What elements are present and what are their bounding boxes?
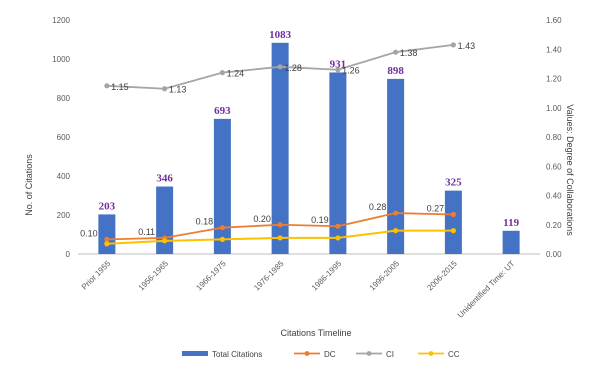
bar: [271, 42, 289, 254]
y-tick-label: 1200: [52, 16, 70, 25]
x-tick-label: 1956-1965: [137, 259, 171, 293]
y2-tick-label: 1.20: [546, 75, 562, 84]
line-data-label: 0.18: [196, 217, 214, 227]
legend-swatch: [182, 351, 208, 356]
data-point-cc: [450, 228, 456, 234]
y2-tick-label: 0.00: [546, 250, 562, 259]
bar: [444, 190, 462, 254]
category-labels: Prior 1955 1956-1965 1966-1975 1976-1985 198…: [80, 259, 517, 320]
y-tick-label: 0: [66, 250, 71, 259]
y-axis-title: No. of Citations: [24, 154, 34, 216]
bar: [98, 214, 116, 254]
data-point-dc: [277, 222, 283, 228]
data-point-cc: [162, 238, 168, 244]
x-tick-label: 2006-2015: [425, 259, 459, 293]
legend-label: Total Citations: [212, 350, 262, 359]
legend-label: DC: [324, 350, 336, 359]
y2-tick-label: 0.40: [546, 192, 562, 201]
legend-label: CC: [448, 350, 460, 359]
bar: [387, 78, 405, 254]
data-point-cc: [104, 241, 110, 247]
y2-tick-label: 0.20: [546, 221, 562, 230]
line-data-label: 1.26: [342, 66, 360, 76]
line-data-label: 0.19: [311, 215, 329, 225]
y2-tick-label: 0.80: [546, 133, 562, 142]
data-point-ci: [162, 86, 168, 92]
bars: [98, 42, 520, 255]
data-point-ci: [393, 49, 399, 55]
right-axis-ticks: 0.00 0.20 0.40 0.60 0.80 1.00 1.20 1.40 1.60: [546, 16, 562, 259]
line-data-label: 0.28: [369, 202, 387, 212]
line-data-label: 0.27: [427, 204, 445, 214]
bar-data-label: 1083: [269, 29, 292, 41]
bar-data-label: 693: [214, 105, 231, 117]
bar-data-label: 203: [99, 200, 116, 212]
data-point-dc: [104, 236, 110, 242]
bar-data-label: 898: [387, 65, 404, 77]
legend-swatch-marker: [304, 351, 310, 356]
data-point-dc: [393, 210, 399, 216]
y2-tick-label: 1.40: [546, 45, 562, 54]
bar: [502, 230, 520, 254]
x-tick-label: 1966-1975: [194, 259, 228, 293]
data-point-cc: [393, 228, 399, 234]
line-data-label: 1.43: [458, 41, 476, 51]
bar-data-label: 931: [330, 58, 347, 70]
y-tick-label: 600: [57, 133, 71, 142]
x-tick-label: 1996-2005: [368, 259, 402, 293]
data-point-ci: [450, 42, 456, 48]
legend-swatch-marker: [428, 351, 434, 356]
data-point-ci: [104, 83, 110, 89]
legend-item-dc: DC: [294, 350, 336, 359]
x-tick-label: Unidentified Time: UT: [456, 259, 517, 320]
legend-item-cc: CC: [418, 350, 460, 359]
y2-tick-label: 0.60: [546, 162, 562, 171]
y2-tick-label: 1.60: [546, 16, 562, 25]
data-point-ci: [335, 67, 341, 73]
line-data-label: 1.15: [111, 82, 129, 92]
bar-data-label: 346: [156, 173, 173, 185]
y2-tick-label: 1.00: [546, 104, 562, 113]
lines: [104, 42, 456, 247]
legend-label: CI: [386, 350, 394, 359]
line-data-label: 1.38: [400, 48, 418, 58]
y-tick-label: 200: [57, 211, 71, 220]
bar-data-label: 119: [503, 217, 519, 229]
bar: [156, 186, 174, 254]
data-point-cc: [219, 236, 225, 242]
data-point-cc: [277, 235, 283, 241]
bar: [213, 118, 231, 255]
legend: Total Citations DC CI CC: [182, 350, 460, 359]
y-tick-label: 400: [57, 172, 71, 181]
x-axis-title: Citations Timeline: [280, 328, 351, 338]
line-data-label: 1.13: [169, 85, 187, 95]
x-tick-label: 1986-1995: [310, 259, 344, 293]
line-data-label: 1.24: [227, 69, 245, 79]
line-labels: 0.10 0.11 0.18 0.20 0.19 0.28 0.27 1.15 1.13 1.24…: [80, 41, 475, 239]
x-tick-label: Prior 1955: [80, 259, 113, 292]
bar-labels: 203 346 693 1083 931 898 325 119: [99, 29, 520, 229]
y-tick-label: 1000: [52, 55, 70, 64]
line-data-label: 0.20: [253, 214, 271, 224]
data-point-cc: [335, 235, 341, 241]
data-point-ci: [219, 70, 225, 76]
bar-data-label: 325: [445, 177, 462, 189]
legend-swatch-marker: [366, 351, 372, 356]
data-point-dc: [335, 223, 341, 229]
line-data-label: 1.28: [284, 63, 302, 73]
bar: [329, 72, 347, 254]
line-data-label: 0.10: [80, 228, 98, 238]
data-point-dc: [450, 211, 456, 218]
y-tick-label: 800: [57, 94, 71, 103]
legend-item-total-citations: Total Citations: [182, 350, 262, 359]
data-point-dc: [219, 225, 225, 231]
y2-axis-title: Values: Degree of Collaborations: [565, 104, 575, 236]
data-point-ci: [277, 64, 283, 70]
left-axis-ticks: 0 200 400 600 800 1000 1200: [52, 16, 70, 259]
line-data-label: 0.11: [138, 227, 155, 237]
x-tick-label: 1976-1985: [252, 259, 286, 293]
legend-item-ci: CI: [356, 350, 394, 359]
